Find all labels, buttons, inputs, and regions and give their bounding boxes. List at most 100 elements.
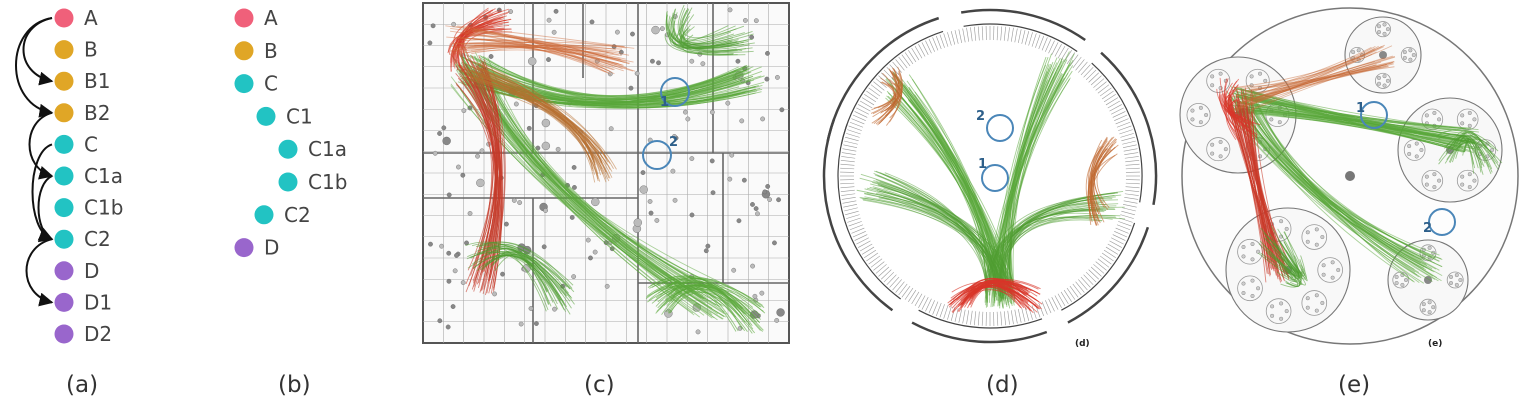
edge-curve bbox=[856, 189, 991, 282]
graph-node bbox=[1284, 226, 1289, 231]
node-label: D bbox=[264, 236, 279, 260]
edge-curve bbox=[1267, 231, 1297, 276]
node-label: B bbox=[264, 39, 278, 63]
panel-c-treemap: 12 bbox=[422, 2, 790, 344]
edge-curve bbox=[1087, 146, 1101, 209]
graph-node bbox=[1427, 300, 1432, 305]
edge-curve bbox=[469, 55, 745, 99]
graph-node bbox=[446, 192, 452, 198]
graph-node bbox=[1190, 117, 1195, 122]
graph-node bbox=[1223, 147, 1228, 152]
edge-curve bbox=[463, 11, 503, 57]
hierarchy-arc bbox=[1067, 226, 1150, 324]
graph-node bbox=[630, 31, 635, 37]
cluster-center bbox=[1379, 51, 1387, 59]
graph-node bbox=[546, 57, 551, 62]
graph-node bbox=[1424, 174, 1429, 179]
graph-node bbox=[1258, 71, 1263, 76]
edge-curve bbox=[459, 39, 622, 56]
graph-node bbox=[1321, 272, 1326, 277]
graph-node bbox=[452, 268, 458, 274]
graph-node bbox=[446, 250, 452, 256]
panel-a-caption: (a) bbox=[66, 372, 99, 398]
root-center bbox=[1345, 171, 1355, 181]
graph-node bbox=[689, 58, 695, 64]
graph-node bbox=[1198, 105, 1203, 110]
graph-node bbox=[1336, 268, 1341, 273]
graph-node bbox=[461, 108, 467, 114]
edge-curve bbox=[1237, 60, 1395, 109]
edge-curve bbox=[862, 198, 998, 292]
node-label: C1a bbox=[308, 137, 347, 161]
graph-node bbox=[1377, 75, 1382, 80]
graph-node bbox=[541, 141, 551, 151]
graph-node bbox=[739, 118, 745, 124]
node-dot bbox=[234, 8, 254, 28]
edge-curve bbox=[1250, 64, 1377, 111]
node-label: D1 bbox=[84, 290, 112, 314]
edge-curve bbox=[1002, 210, 1105, 282]
graph-node bbox=[1448, 281, 1453, 286]
graph-node bbox=[749, 34, 755, 40]
graph-node bbox=[772, 240, 777, 246]
graph-node bbox=[1382, 31, 1387, 36]
edge-curve bbox=[471, 45, 624, 51]
edge-curve bbox=[668, 15, 749, 48]
edge-curve bbox=[1242, 45, 1379, 101]
graph-node bbox=[1249, 74, 1254, 79]
edge-curve bbox=[475, 247, 573, 299]
edge-curve bbox=[1240, 87, 1462, 141]
edge-curve bbox=[471, 47, 609, 56]
graph-node bbox=[1360, 53, 1365, 58]
edge-curve bbox=[1464, 134, 1486, 152]
graph-node bbox=[592, 249, 598, 255]
edge-curve bbox=[1232, 45, 1393, 91]
graph-node bbox=[1250, 257, 1255, 262]
panel-a-tree: AB B1 B2 C C1a C1b C2 D D1 D2 bbox=[15, 6, 123, 346]
node-label: C2 bbox=[84, 227, 111, 251]
graph-node bbox=[1258, 86, 1263, 91]
edge-curve bbox=[457, 25, 625, 48]
graph-node bbox=[1241, 291, 1246, 296]
edge-curve bbox=[665, 15, 747, 52]
graph-node bbox=[569, 215, 575, 220]
graph-node bbox=[585, 237, 591, 243]
graph-node bbox=[779, 107, 785, 113]
graph-node bbox=[654, 218, 660, 223]
edge-curve bbox=[446, 36, 631, 64]
edge-curve bbox=[1242, 107, 1435, 273]
panel-e-balloon: 1 2 (e) bbox=[1179, 7, 1519, 349]
highlight-ring bbox=[642, 140, 672, 170]
sub-cluster bbox=[1206, 137, 1231, 162]
graph-node bbox=[709, 158, 715, 164]
edge-curve bbox=[1243, 53, 1373, 98]
edge-curve bbox=[680, 8, 736, 40]
graph-node bbox=[1241, 254, 1246, 259]
graph-node bbox=[1210, 74, 1215, 79]
panel-d: 2 1 (d) (d) bbox=[820, 0, 1160, 408]
edge-curve bbox=[1245, 61, 1382, 105]
graph-node bbox=[1314, 308, 1319, 313]
graph-node bbox=[454, 253, 459, 258]
edge-curve bbox=[1456, 134, 1479, 169]
edge-curve bbox=[474, 44, 634, 72]
graph-node bbox=[594, 58, 600, 64]
node-label: C bbox=[84, 132, 98, 156]
edge-curve bbox=[1237, 104, 1477, 144]
edge-curve bbox=[1263, 237, 1298, 274]
dependency-arrow bbox=[31, 143, 54, 243]
edge-curve bbox=[679, 7, 754, 45]
graph-node bbox=[1279, 219, 1284, 224]
graph-node bbox=[1432, 185, 1437, 190]
edge-curve bbox=[478, 241, 571, 290]
graph-node bbox=[476, 178, 485, 188]
graph-node bbox=[1250, 242, 1255, 247]
hierarchy-arc bbox=[837, 123, 902, 300]
ring-marker-label: 2 bbox=[1423, 221, 1432, 236]
graph-node bbox=[591, 197, 600, 207]
graph-node bbox=[1204, 112, 1209, 117]
panel-b-caption: (b) bbox=[278, 372, 311, 398]
graph-node bbox=[1277, 120, 1282, 125]
graph-node bbox=[1490, 147, 1495, 152]
edge-curve bbox=[468, 45, 610, 72]
